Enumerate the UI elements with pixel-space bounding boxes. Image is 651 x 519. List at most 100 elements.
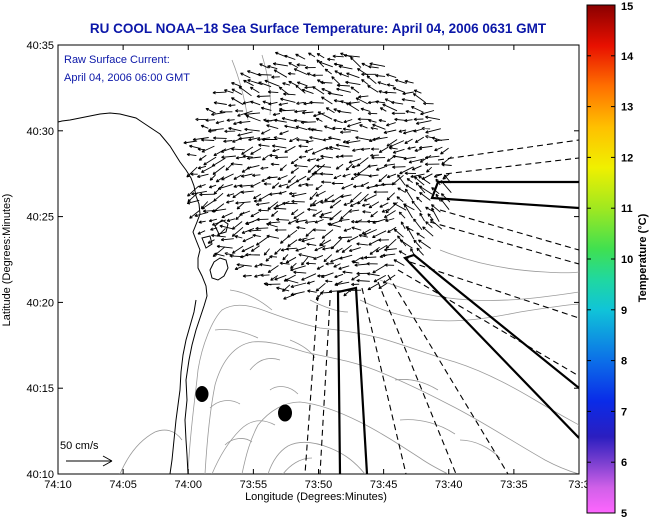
current-vector <box>272 148 280 153</box>
current-vector <box>434 146 443 152</box>
current-vector <box>241 227 255 234</box>
current-vector <box>293 163 308 168</box>
current-vector <box>287 71 296 76</box>
current-vector <box>284 145 296 153</box>
current-vector <box>320 272 334 278</box>
current-vector <box>334 281 350 287</box>
current-vector <box>370 126 378 130</box>
current-vector <box>253 193 262 200</box>
current-vector <box>274 248 282 255</box>
current-vector <box>418 185 433 195</box>
current-vector <box>267 90 279 94</box>
current-vector <box>427 213 434 221</box>
current-vector <box>339 130 351 134</box>
current-vector <box>434 138 450 143</box>
current-vector <box>221 173 234 181</box>
current-vector <box>367 283 379 291</box>
current-vector <box>323 254 333 263</box>
current-vector <box>279 235 290 244</box>
current-vector <box>386 139 398 147</box>
current-vector <box>393 228 404 238</box>
current-vector <box>426 166 433 173</box>
current-vector <box>242 274 252 278</box>
current-vector <box>403 204 413 219</box>
current-vector <box>369 62 386 67</box>
current-vector <box>187 192 199 203</box>
current-vector <box>296 138 308 142</box>
current-vector <box>249 86 260 94</box>
current-vector <box>301 273 317 281</box>
current-vector <box>385 73 397 79</box>
current-vector <box>411 200 422 213</box>
current-vector <box>220 237 234 242</box>
colorbar-label: Temperature (°C) <box>637 213 649 302</box>
current-vector <box>339 254 353 260</box>
current-vector <box>235 156 245 160</box>
current-vector <box>338 65 353 70</box>
current-vector <box>278 183 288 188</box>
current-vector <box>290 167 299 174</box>
current-vector <box>325 107 335 114</box>
current-vector <box>267 176 278 180</box>
current-vector <box>213 148 227 157</box>
current-vector <box>383 210 396 219</box>
current-vector <box>237 131 253 137</box>
current-vector <box>223 89 234 94</box>
current-vector <box>189 210 200 219</box>
current-vector <box>350 56 362 68</box>
colorbar-tick-label: 6 <box>621 457 627 469</box>
current-vector <box>205 107 216 114</box>
current-vector <box>424 162 440 167</box>
current-vector <box>208 128 224 132</box>
current-vector <box>300 120 316 125</box>
current-vector <box>307 158 316 162</box>
current-vector <box>231 88 243 95</box>
current-vector <box>272 112 281 117</box>
current-vector <box>366 272 380 277</box>
current-vector <box>360 107 371 112</box>
current-vector <box>418 175 431 185</box>
current-vector <box>406 178 413 184</box>
current-vector <box>328 145 341 150</box>
current-vector <box>351 164 361 169</box>
current-vector <box>368 119 377 123</box>
current-vector <box>315 184 323 191</box>
current-vector <box>387 226 397 233</box>
current-vector <box>371 156 386 160</box>
current-vector <box>394 117 407 122</box>
current-vector <box>248 137 261 142</box>
current-vector <box>331 181 344 186</box>
current-vector <box>233 174 242 180</box>
current-vector <box>274 274 287 281</box>
current-vector <box>367 111 378 116</box>
current-vector <box>293 270 307 274</box>
current-vector <box>307 289 317 293</box>
current-vector <box>269 153 278 158</box>
current-vector <box>407 227 415 240</box>
current-vector <box>295 84 306 94</box>
current-vector <box>405 109 416 114</box>
current-vector <box>252 173 261 178</box>
current-vector <box>342 173 351 178</box>
current-vector <box>291 199 305 204</box>
current-vector <box>385 238 397 249</box>
current-vector <box>386 155 395 162</box>
current-vector <box>221 155 236 159</box>
current-vector <box>246 164 260 170</box>
current-vector <box>351 226 362 231</box>
current-vector <box>345 102 360 112</box>
colorbar-tick-label: 10 <box>621 254 633 266</box>
current-vector <box>402 91 414 96</box>
current-vector <box>242 236 254 243</box>
current-vector <box>235 201 251 205</box>
current-vector <box>378 118 386 123</box>
current-vector <box>258 208 270 212</box>
current-vector <box>368 201 380 209</box>
current-vector <box>310 128 323 132</box>
current-vector <box>345 80 361 86</box>
current-vector <box>346 235 359 243</box>
current-vector <box>363 229 377 236</box>
current-vector <box>186 166 198 178</box>
current-vector <box>257 72 272 77</box>
current-vector <box>306 174 314 181</box>
